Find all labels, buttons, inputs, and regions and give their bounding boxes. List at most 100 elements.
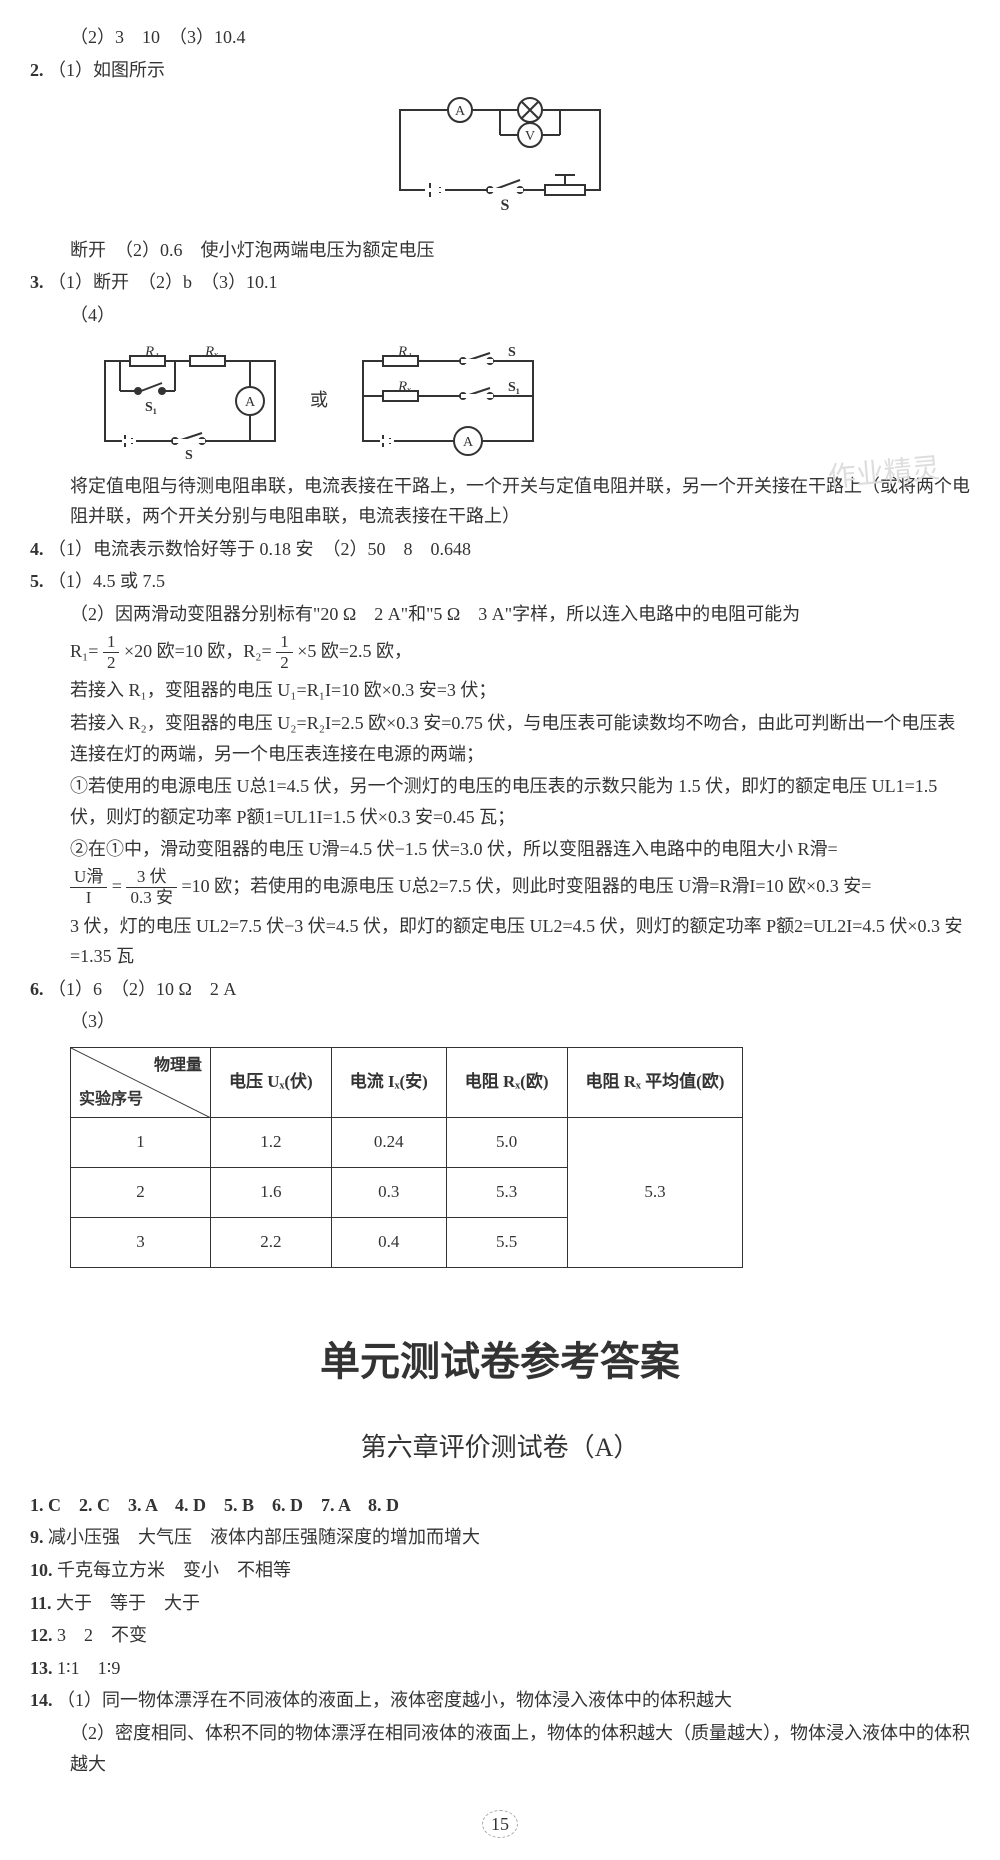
q6-part3-label: （3） — [30, 1006, 970, 1037]
q2-line: 2. （1）如图所示 — [30, 55, 970, 86]
svg-text:A: A — [463, 435, 474, 450]
den: 2 — [276, 653, 293, 673]
q4-prefix: 4. — [30, 539, 44, 559]
page-number: 15 — [30, 1809, 970, 1840]
svg-text:V: V — [525, 129, 535, 144]
page-badge: 15 — [482, 1810, 518, 1838]
num: 1 — [103, 632, 120, 653]
a12p: 12. — [30, 1625, 53, 1645]
q5-line8: U滑I = 3 伏0.3 安 =10 欧；若使用的电源电压 U总2=7.5 伏，… — [30, 867, 970, 909]
a11p: 11. — [30, 1593, 52, 1613]
mc-text: 1. C 2. C 3. A 4. D 5. B 6. D 7. A 8. D — [30, 1495, 399, 1515]
a9-text: 减小压强 大气压 液体内部压强随深度的增加而增大 — [48, 1527, 480, 1547]
cell: 0.24 — [331, 1118, 446, 1168]
a9p: 9. — [30, 1527, 44, 1547]
diag-bottom-label: 实验序号 — [79, 1086, 143, 1113]
q5-line2: （2）因两滑动变阻器分别标有"20 Ω 2 A"和"5 Ω 3 A"字样，所以连… — [30, 599, 970, 630]
diag-top-label: 物理量 — [154, 1052, 202, 1079]
cell: 2.2 — [211, 1217, 332, 1267]
a10-text: 千克每立方米 变小 不相等 — [57, 1560, 291, 1580]
q6-line1: 6. （1）6 （2）10 Ω 2 A — [30, 974, 970, 1005]
a14p: 14. — [30, 1690, 53, 1710]
q6-prefix: 6. — [30, 979, 44, 999]
num: 3 伏 — [126, 867, 177, 888]
q5-line7: ②在①中，滑动变阻器的电压 U滑=4.5 伏−1.5 伏=3.0 伏，所以变阻器… — [30, 834, 970, 865]
main-title: 单元测试卷参考答案 — [30, 1328, 970, 1396]
cell: 2 — [71, 1167, 211, 1217]
data-table: 物理量 实验序号 电压 Uₓ(伏) 电流 Iₓ(安) 电阻 Rₓ(欧) 电阻 R… — [70, 1047, 743, 1268]
or-text: 或 — [310, 385, 328, 416]
a10: 10. 千克每立方米 变小 不相等 — [30, 1555, 970, 1586]
a10p: 10. — [30, 1560, 53, 1580]
a14-1-text: （1）同一物体漂浮在不同液体的液面上，液体密度越小，物体浸入液体中的体积越大 — [57, 1690, 732, 1710]
a13p: 13. — [30, 1658, 53, 1678]
cell: 0.3 — [331, 1167, 446, 1217]
a14: 14. （1）同一物体漂浮在不同液体的液面上，液体密度越小，物体浸入液体中的体积… — [30, 1685, 970, 1716]
q3-line1: 3. （1）断开 （2）b （3）10.1 — [30, 267, 970, 298]
a11: 11. 大于 等于 大于 — [30, 1588, 970, 1619]
q5-prefix: 5. — [30, 571, 44, 591]
table-header-row: 物理量 实验序号 电压 Uₓ(伏) 电流 Iₓ(安) 电阻 Rₓ(欧) 电阻 R… — [71, 1048, 743, 1118]
f1-mid: ×20 欧=10 欧，R₂= — [124, 641, 272, 661]
q3-prefix: 3. — [30, 272, 44, 292]
svg-text:S: S — [501, 197, 510, 214]
circuit-left: R₁ Rₓ S₁ A S — [90, 341, 290, 461]
svg-text:A: A — [245, 395, 256, 410]
section-title: 第六章评价测试卷（A） — [30, 1426, 970, 1470]
f1-pre: R₁= — [70, 641, 98, 661]
a12: 12. 3 2 不变 — [30, 1620, 970, 1651]
num: U滑 — [70, 867, 107, 888]
cell: 5.5 — [446, 1217, 567, 1267]
q5-formula1: R₁= 12 ×20 欧=10 欧，R₂= 12 ×5 欧=2.5 欧， — [30, 632, 970, 674]
q3-desc: 将定值电阻与待测电阻串联，电流表接在干路上，一个开关与定值电阻并联，另一个开关接… — [30, 471, 970, 532]
cell: 3 — [71, 1217, 211, 1267]
table-row: 1 1.2 0.24 5.0 5.3 — [71, 1118, 743, 1168]
cell: 0.4 — [331, 1217, 446, 1267]
a9: 9. 减小压强 大气压 液体内部压强随深度的增加而增大 — [30, 1522, 970, 1553]
fraction: 12 — [103, 632, 120, 674]
fraction: U滑I — [70, 867, 107, 909]
circuit-diagrams-q3: R₁ Rₓ S₁ A S 或 R₁ S Rₓ — [90, 341, 970, 461]
q5-line4: 若接入 R₁，变阻器的电压 U₁=R₁I=10 欧×0.3 安=3 伏； — [30, 675, 970, 706]
q4-line: 4. （1）电流表示数恰好等于 0.18 安 （2）50 8 0.648 — [30, 534, 970, 565]
q3-text1: （1）断开 （2）b （3）10.1 — [48, 272, 278, 292]
q2-text: （1）如图所示 — [48, 60, 165, 80]
q5-text1: （1）4.5 或 7.5 — [48, 571, 165, 591]
cell: 1 — [71, 1118, 211, 1168]
circuit-diagram-q2: A V S — [30, 95, 970, 225]
a13-text: 1∶1 1∶9 — [57, 1658, 120, 1678]
svg-text:A: A — [455, 104, 466, 119]
svg-text:S₁: S₁ — [145, 400, 157, 415]
cell: 1.2 — [211, 1118, 332, 1168]
den: 2 — [103, 653, 120, 673]
svg-text:S₁: S₁ — [508, 380, 520, 395]
den: I — [70, 888, 107, 908]
a14-2: （2）密度相同、体积不同的物体漂浮在相同液体的液面上，物体的体积越大（质量越大）… — [30, 1718, 970, 1779]
q6-text1: （1）6 （2）10 Ω 2 A — [48, 979, 236, 999]
num: 1 — [276, 632, 293, 653]
fraction: 12 — [276, 632, 293, 674]
col-header: 电阻 Rₓ(欧) — [446, 1048, 567, 1118]
a13: 13. 1∶1 1∶9 — [30, 1653, 970, 1684]
svg-text:S: S — [508, 345, 516, 360]
q1-part: （2）3 10 （3）10.4 — [30, 22, 970, 53]
cell: 5.3 — [446, 1167, 567, 1217]
svg-text:S: S — [185, 448, 193, 461]
cell: 1.6 — [211, 1167, 332, 1217]
a11-text: 大于 等于 大于 — [56, 1593, 200, 1613]
f1-post: ×5 欧=2.5 欧， — [297, 641, 412, 661]
avg-cell: 5.3 — [567, 1118, 743, 1268]
fraction: 3 伏0.3 安 — [126, 867, 177, 909]
q3-part4-label: （4） — [30, 300, 970, 331]
f-post: =10 欧；若使用的电源电压 U总2=7.5 伏，则此时变阻器的电压 U滑=R滑… — [181, 876, 871, 896]
q5-line6: ①若使用的电源电压 U总1=4.5 伏，另一个测灯的电压的电压表的示数只能为 1… — [30, 771, 970, 832]
eq: = — [112, 876, 122, 896]
diagonal-header: 物理量 实验序号 — [71, 1048, 211, 1118]
circuit-right: R₁ S Rₓ S₁ A — [348, 341, 548, 461]
q2-prefix: 2. — [30, 60, 44, 80]
col-header: 电阻 Rₓ 平均值(欧) — [567, 1048, 743, 1118]
q5-line9: 3 伏，灯的电压 UL2=7.5 伏−3 伏=4.5 伏，即灯的额定电压 UL2… — [30, 911, 970, 972]
den: 0.3 安 — [126, 888, 177, 908]
col-header: 电压 Uₓ(伏) — [211, 1048, 332, 1118]
q5-line5: 若接入 R₂，变阻器的电压 U₂=R₂I=2.5 欧×0.3 安=0.75 伏，… — [30, 708, 970, 769]
